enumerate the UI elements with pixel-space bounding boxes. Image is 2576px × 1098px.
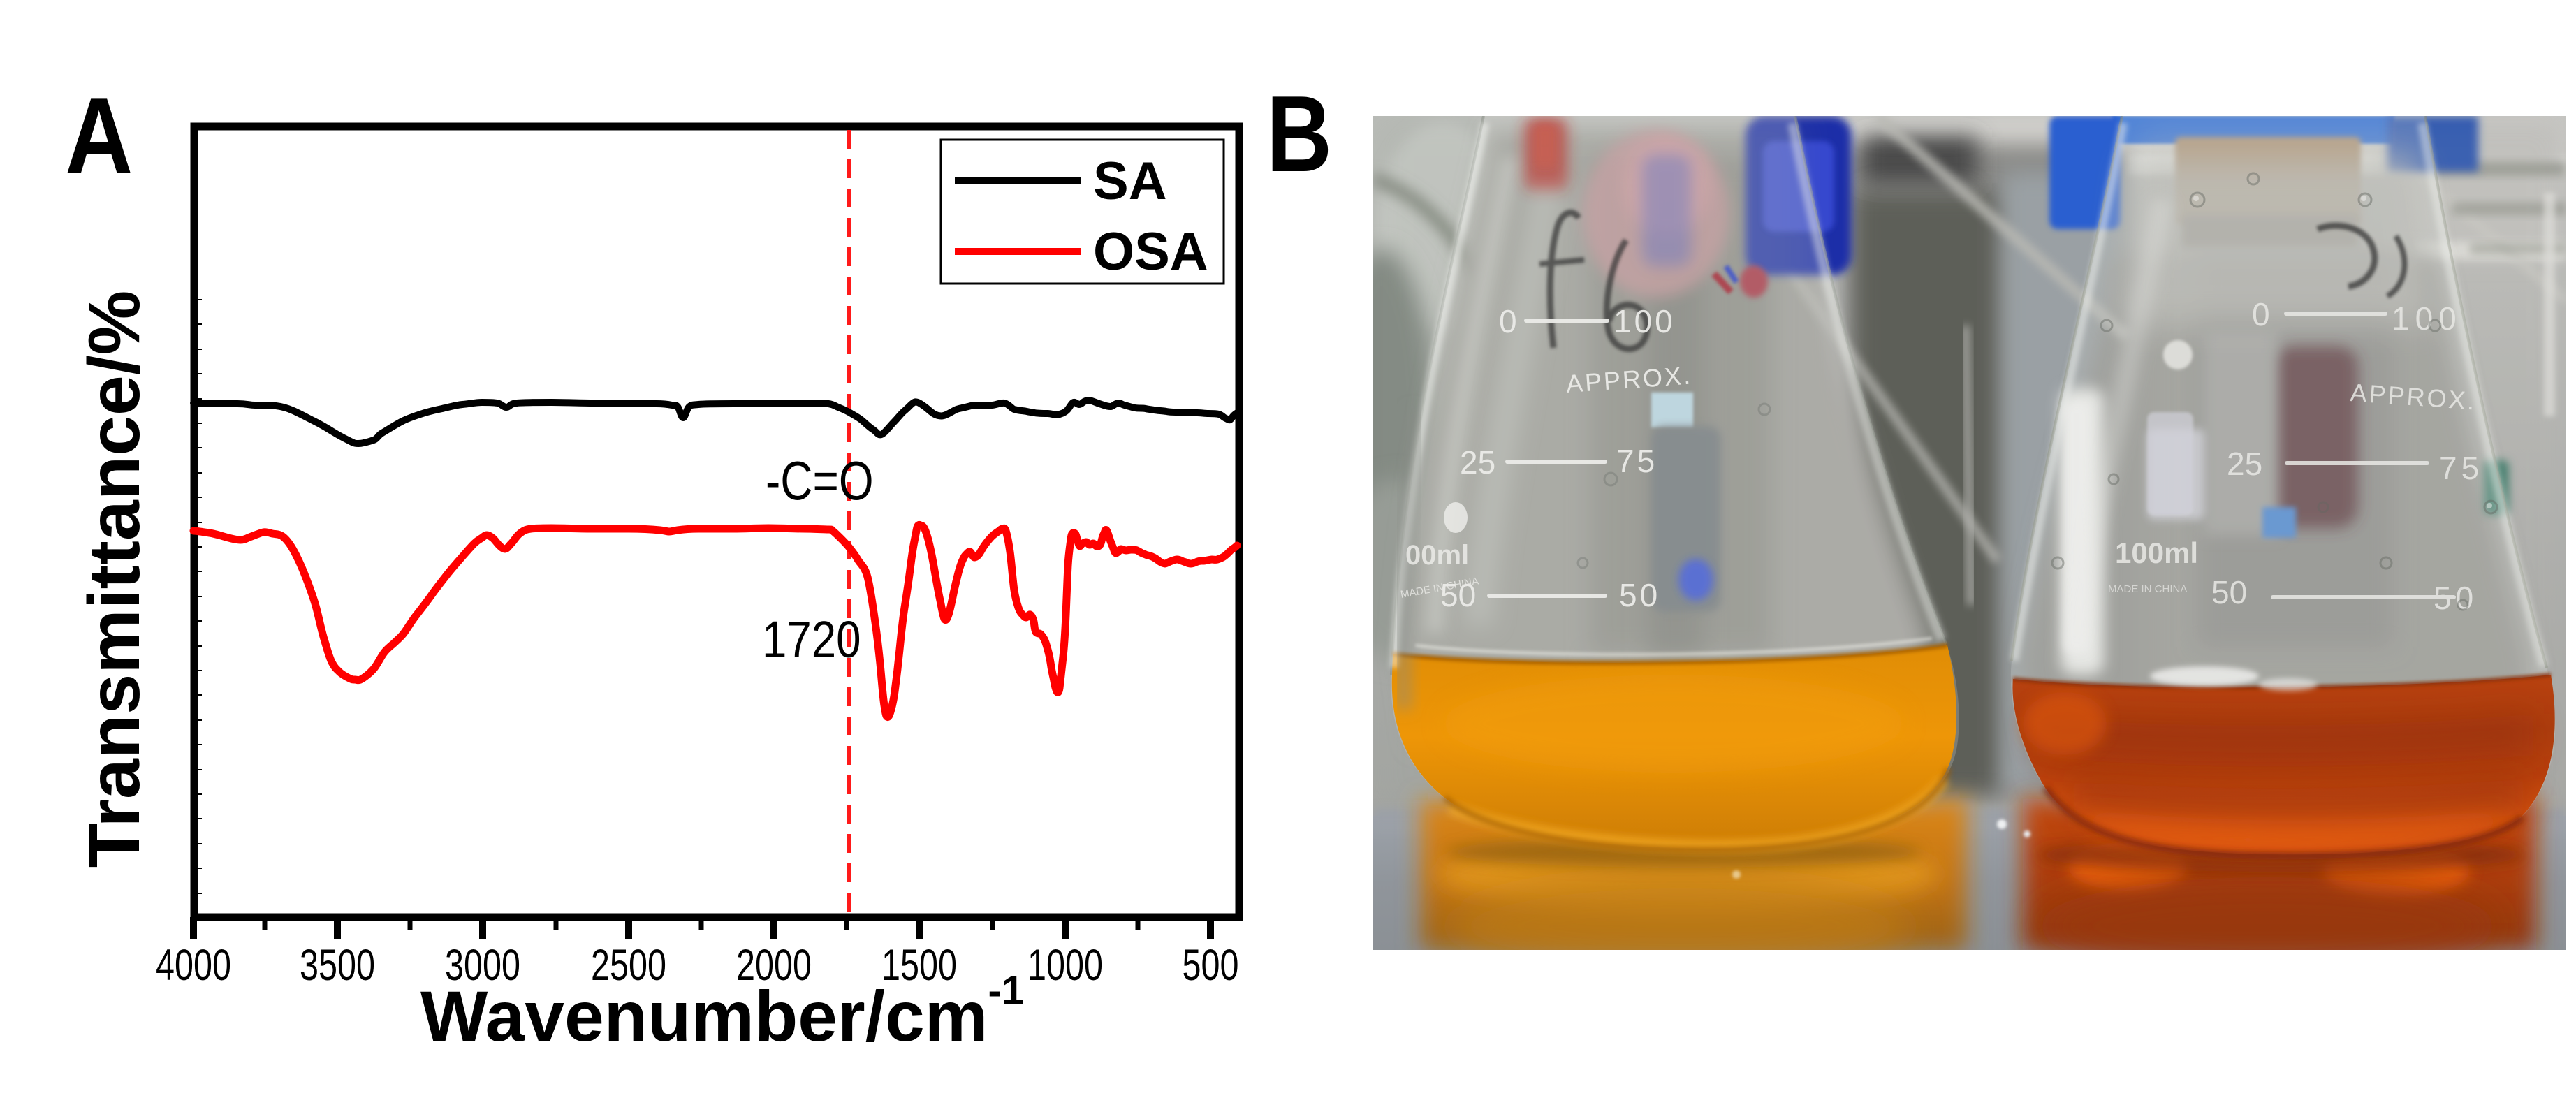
svg-text:0: 0 bbox=[2252, 296, 2270, 332]
svg-text:3000: 3000 bbox=[445, 940, 520, 990]
svg-text:1720: 1720 bbox=[762, 611, 861, 669]
svg-text:1000: 1000 bbox=[1027, 940, 1103, 990]
svg-text:B: B bbox=[1266, 73, 1332, 194]
svg-text:OSA: OSA bbox=[1093, 222, 1208, 281]
svg-text:75: 75 bbox=[1616, 443, 1657, 479]
svg-text:MADE IN CHINA: MADE IN CHINA bbox=[2108, 583, 2187, 595]
svg-text:00ml: 00ml bbox=[1405, 540, 1469, 571]
svg-text:3500: 3500 bbox=[300, 940, 375, 990]
svg-text:A: A bbox=[65, 75, 133, 196]
svg-text:500: 500 bbox=[1183, 940, 1239, 990]
svg-text:100: 100 bbox=[1613, 303, 1676, 339]
svg-text:0: 0 bbox=[1499, 303, 1517, 339]
svg-text:100: 100 bbox=[2392, 300, 2462, 337]
svg-text:50: 50 bbox=[1619, 577, 1660, 613]
svg-text:50: 50 bbox=[1440, 577, 1476, 613]
svg-text:50: 50 bbox=[2211, 574, 2247, 610]
svg-text:4000: 4000 bbox=[156, 940, 231, 990]
svg-text:1500: 1500 bbox=[881, 940, 957, 990]
svg-text:50: 50 bbox=[2434, 580, 2478, 616]
svg-text:Transmittance/%: Transmittance/% bbox=[74, 291, 155, 868]
svg-text:25: 25 bbox=[1460, 444, 1495, 481]
svg-text:100ml: 100ml bbox=[2115, 536, 2198, 569]
svg-text:2500: 2500 bbox=[591, 940, 666, 990]
svg-text:-C=O: -C=O bbox=[766, 451, 874, 511]
svg-text:75: 75 bbox=[2439, 450, 2483, 486]
svg-text:SA: SA bbox=[1093, 152, 1167, 211]
svg-text:25: 25 bbox=[2227, 446, 2262, 482]
svg-text:Wavenumber/cm-1: Wavenumber/cm-1 bbox=[420, 968, 1024, 1056]
svg-text:2000: 2000 bbox=[736, 940, 812, 990]
